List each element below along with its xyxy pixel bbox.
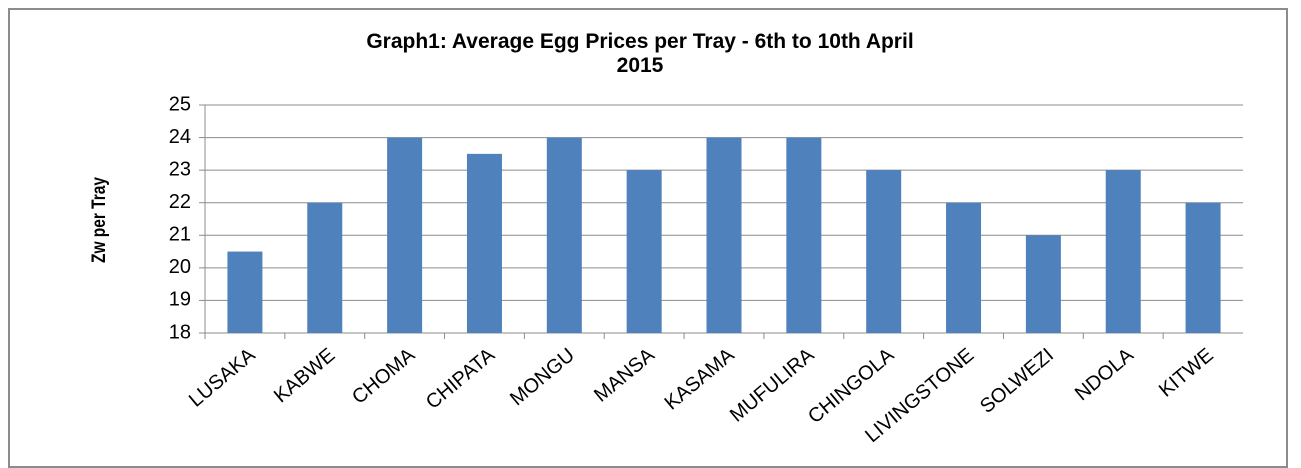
x-tick-label: CHIPATA bbox=[422, 344, 500, 414]
chart-title: Graph1: Average Egg Prices per Tray - 6t… bbox=[366, 30, 914, 77]
bar bbox=[1025, 235, 1061, 333]
y-tick-label: 25 bbox=[169, 93, 191, 115]
x-tick-label: SOLWEZI bbox=[976, 344, 1058, 418]
x-tick-label: KITWE bbox=[1155, 344, 1218, 402]
y-tick-label: 24 bbox=[169, 126, 191, 148]
bar bbox=[307, 202, 343, 333]
bar bbox=[786, 137, 822, 333]
bar bbox=[626, 170, 662, 333]
x-tick-label: MONGU bbox=[506, 344, 579, 410]
y-tick-label: 18 bbox=[169, 321, 191, 343]
bar bbox=[227, 251, 263, 333]
y-tick-label: 20 bbox=[169, 256, 191, 278]
y-tick-label: 22 bbox=[169, 191, 191, 213]
x-tick-label: MANSA bbox=[590, 344, 659, 407]
y-axis-label: Zw per Tray bbox=[89, 177, 110, 263]
x-tick-label: NDOLA bbox=[1071, 344, 1138, 406]
y-tick-label: 21 bbox=[169, 224, 191, 246]
x-tick-label: CHOMA bbox=[348, 344, 420, 409]
x-tick-label: KABWE bbox=[270, 344, 339, 407]
y-tick-label: 23 bbox=[169, 158, 191, 180]
x-tick-label: KASAMA bbox=[661, 344, 740, 415]
bar bbox=[866, 170, 902, 333]
bar bbox=[546, 137, 582, 333]
bar bbox=[706, 137, 742, 333]
bar bbox=[946, 202, 982, 333]
bar bbox=[1185, 202, 1221, 333]
x-tick-label: LUSAKA bbox=[185, 344, 260, 412]
bar bbox=[466, 153, 502, 333]
y-tick-label: 19 bbox=[169, 289, 191, 311]
x-tick-label: MUFULIRA bbox=[726, 344, 819, 427]
bar bbox=[1105, 170, 1141, 333]
bar bbox=[387, 137, 423, 333]
